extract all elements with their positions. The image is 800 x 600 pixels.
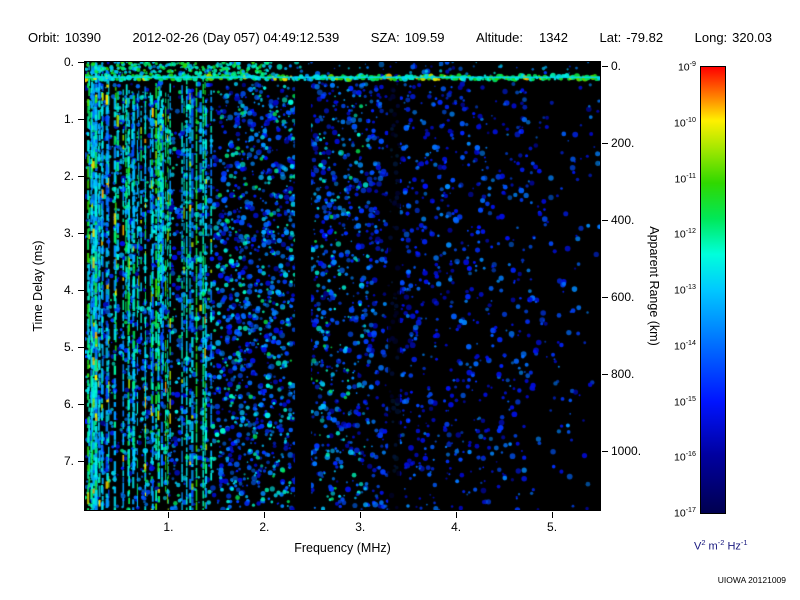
x-tick-label: 2. [259,520,270,534]
x-axis-title: Frequency (MHz) [294,541,391,555]
colorbar-unit-label: V2 m-2 Hz-1 [694,538,748,553]
y-tick-label: 4. [63,282,74,297]
x-tick-mark [552,512,554,518]
long-value: 320.03 [732,30,772,45]
colorbar [700,66,726,514]
lat-value: -79.82 [626,30,664,45]
colorbar-tick-label: 10-11 [674,171,696,186]
right-tick-mark [602,297,608,298]
right-tick-label: 800. [611,367,635,381]
y-tick-mark [78,346,84,348]
y-tick-label: 5. [63,339,74,354]
colorbar-tick-label: 10-13 [674,283,696,297]
right-tick-label: 1000. [611,444,642,458]
right-tick-label: 600. [611,290,635,304]
x-tick-label: 5. [547,520,558,534]
altitude-label: Altitude: [476,30,524,45]
x-tick-label: 4. [451,520,462,534]
right-tick-label: 0. [611,59,622,73]
orbit-label: Orbit: [28,30,60,45]
right-tick-mark [602,220,608,221]
x-tick-mark [360,512,362,518]
colorbar-tick-label: 10-12 [674,227,696,241]
y-tick-mark [78,460,84,462]
y-tick-mark [78,232,84,234]
x-tick-mark [264,512,266,518]
lat-field: Lat: -79.82 [600,30,664,45]
x-tick-label: 1. [163,520,174,534]
y-tick-label: 2. [63,168,74,183]
colorbar-tick-label: 10-9 [677,60,696,74]
right-tick-mark [602,66,608,67]
x-tick-mark [168,512,170,518]
credit-text: UIOWA 20121009 [717,575,786,585]
colorbar-tick-label: 10-15 [674,394,696,409]
y-tick-label: 6. [63,396,74,411]
colorbar-tick-label: 10-17 [674,506,696,520]
header-info: Orbit: 10390 2012-02-26 (Day 057) 04:49:… [28,30,772,45]
long-label: Long: [694,30,728,45]
y-tick-label: 7. [63,453,74,468]
right-tick-mark [602,143,608,144]
y-tick-mark [78,118,84,120]
altitude-value: 1342 [539,30,568,45]
sza-label: SZA: [370,30,400,45]
orbit-value: 10390 [64,30,101,45]
x-tick-label: 3. [355,520,366,534]
y-tick-mark [78,289,84,291]
y-tick-mark [78,62,84,63]
colorbar-tick-label: 10-14 [674,338,696,353]
sza-field: SZA: 109.59 [371,30,445,45]
right-tick-label: 400. [611,213,635,227]
x-tick-mark [456,512,458,518]
datetime-field: 2012-02-26 (Day 057) 04:49:12.539 [133,30,340,45]
colorbar-tick-label: 10-16 [674,450,696,464]
y-tick-label: 3. [63,225,74,240]
long-field: Long: 320.03 [695,30,772,45]
sza-value: 109.59 [404,30,445,45]
right-tick-mark [602,451,608,452]
colorbar-tick-label: 10-10 [674,115,696,130]
datetime-value: 2012-02-26 (Day 057) 04:49:12.539 [132,30,340,45]
y-tick-mark [78,175,84,177]
y-tick-mark [78,403,84,405]
y-tick-label: 0. [63,55,74,69]
y-axis-title-right: Apparent Range (km) [647,226,661,346]
right-tick-mark [602,374,608,375]
right-tick-label: 200. [611,136,635,150]
plot-area [84,61,601,511]
spectrogram-canvas [85,62,600,510]
orbit-field: Orbit: 10390 [28,30,101,45]
y-tick-label: 1. [63,111,74,126]
altitude-field: Altitude: 1342 [476,30,568,45]
lat-label: Lat: [599,30,622,45]
